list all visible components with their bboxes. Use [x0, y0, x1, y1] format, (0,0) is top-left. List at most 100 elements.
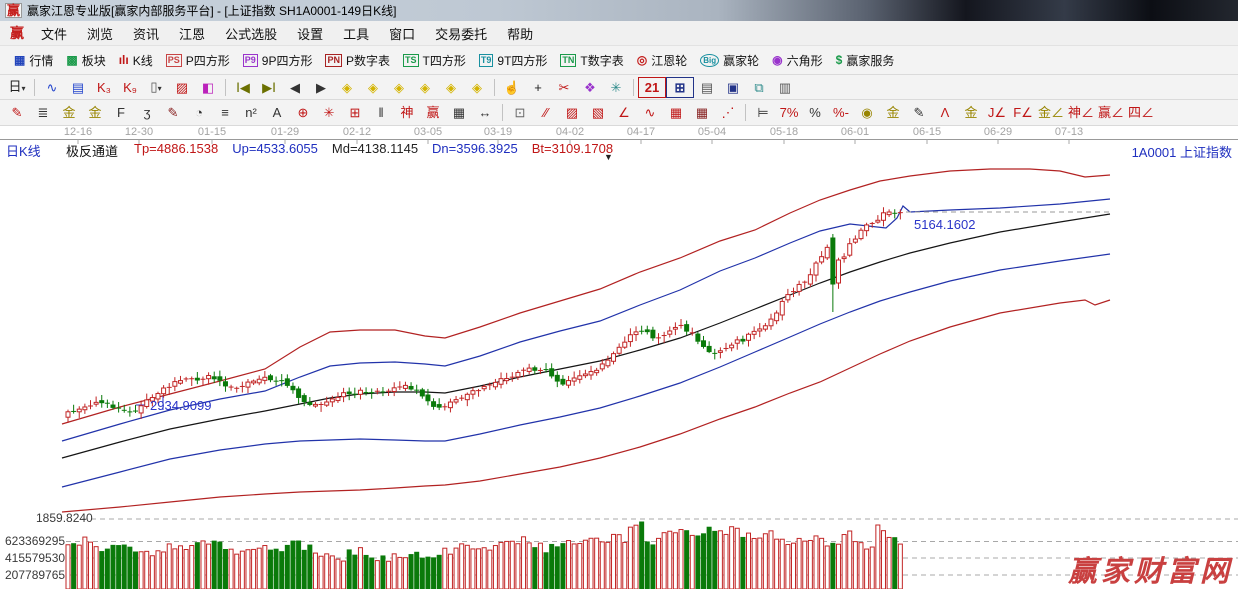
- candle-style-dropdown[interactable]: ▯▾: [143, 77, 169, 98]
- menu-news[interactable]: 资讯: [133, 26, 160, 42]
- grid-lines-tool[interactable]: ≡: [212, 103, 238, 122]
- drag-hand-button[interactable]: ☝: [499, 78, 525, 97]
- fan-lines-tool[interactable]: ∕∕: [533, 103, 559, 122]
- pattern-box-button[interactable]: ▨: [169, 78, 195, 97]
- cycle-clock-tool[interactable]: ◔: [186, 103, 212, 122]
- gann-expand-v-button[interactable]: ◈: [438, 78, 464, 97]
- prev-bar-button[interactable]: ◀: [282, 78, 308, 97]
- gold-circle-tool[interactable]: ◉: [854, 103, 880, 122]
- price-box-tool[interactable]: ▨: [559, 103, 585, 122]
- red-grid-tool[interactable]: ▦: [663, 103, 689, 122]
- angle-fan-tool[interactable]: ∠: [611, 103, 637, 122]
- gann-wheel-button[interactable]: ◎ 江恩轮: [631, 50, 694, 71]
- notes-button[interactable]: ▤: [694, 78, 720, 97]
- scroll-marker-icon[interactable]: ▼: [604, 152, 613, 162]
- winner-service-button[interactable]: $ 赢家服务: [830, 50, 901, 71]
- menu-file[interactable]: 文件: [41, 26, 68, 42]
- child-window-icon[interactable]: 赢: [10, 25, 24, 41]
- si-angle-tool[interactable]: 四∠: [1126, 103, 1156, 122]
- f10-info-button[interactable]: ▤: [65, 78, 91, 97]
- wave-tool[interactable]: ∿: [637, 103, 663, 122]
- shen-angle-tool[interactable]: 神∠: [1066, 103, 1096, 122]
- gann-hline-tool[interactable]: ≣: [30, 103, 56, 122]
- quotes-button[interactable]: ▦ 行情: [8, 50, 59, 71]
- print-button[interactable]: ▥: [772, 78, 798, 97]
- scale-tool[interactable]: ⊨: [750, 103, 776, 122]
- 9t-square-button[interactable]: T9 9T四方形: [473, 50, 554, 71]
- p-table-button[interactable]: PN P数字表: [319, 50, 396, 71]
- export-button[interactable]: ⧉: [746, 78, 772, 97]
- j-angle-tool[interactable]: J∠: [984, 103, 1010, 122]
- menu-help[interactable]: 帮助: [507, 26, 534, 42]
- gann-circle-tool[interactable]: ⊕: [290, 103, 316, 122]
- 9p-square-button[interactable]: P9 9P四方形: [237, 50, 319, 71]
- f-angle-tool[interactable]: F∠: [1010, 103, 1036, 122]
- gann-expand-h-button[interactable]: ◈: [386, 78, 412, 97]
- slope-rays-tool[interactable]: ⋰: [715, 103, 741, 122]
- n2-grid-tool[interactable]: n²: [238, 103, 264, 122]
- menu-formula-stockpick[interactable]: 公式选股: [225, 26, 278, 42]
- gann-square-purple-button[interactable]: ❖: [577, 78, 603, 97]
- gann-shrink-h-button[interactable]: ◈: [412, 78, 438, 97]
- kline-period-dropdown[interactable]: 日▾: [4, 77, 30, 98]
- calendar-button[interactable]: 21: [638, 76, 666, 98]
- t-square-button[interactable]: TS T四方形: [397, 50, 472, 71]
- hexagon-button[interactable]: ◉ 六角形: [766, 50, 829, 71]
- range-box-tool[interactable]: ⊡: [507, 103, 533, 122]
- gold-under-tool[interactable]: 金: [958, 103, 984, 122]
- calculator-button[interactable]: ⊞: [666, 76, 694, 98]
- pencil-tool[interactable]: ✎: [4, 103, 30, 122]
- kline-chart[interactable]: [0, 139, 1238, 589]
- menu-window[interactable]: 窗口: [389, 26, 416, 42]
- percent-tool[interactable]: %: [802, 103, 828, 122]
- save-button[interactable]: ▣: [720, 78, 746, 97]
- next-bar-button[interactable]: ▶: [308, 78, 334, 97]
- ruler-tool[interactable]: ▦: [446, 103, 472, 122]
- dark-grid-tool[interactable]: ▦: [689, 103, 715, 122]
- mirror-a-tool[interactable]: A: [264, 103, 290, 122]
- pencil2-tool[interactable]: ✎: [160, 103, 186, 122]
- shen-tool[interactable]: 神: [394, 103, 420, 122]
- k-count-tool[interactable]: ǁ: [368, 103, 394, 122]
- pen-mark-tool[interactable]: ✎: [906, 103, 932, 122]
- square-web-tool[interactable]: ⊞: [342, 103, 368, 122]
- winner-wheel-button[interactable]: Big 赢家轮: [694, 50, 765, 71]
- period-label[interactable]: 日K线: [6, 144, 41, 159]
- percent-down-tool[interactable]: 7%: [776, 103, 802, 122]
- ying-tool[interactable]: 赢: [420, 103, 446, 122]
- menu-trade[interactable]: 交易委托: [435, 26, 488, 42]
- wave-a-tool[interactable]: Ʌ: [932, 103, 958, 122]
- bars-3-button[interactable]: K₃: [91, 78, 117, 97]
- cut-data-button[interactable]: ✂: [551, 78, 577, 97]
- menu-gann[interactable]: 江恩: [179, 26, 206, 42]
- p-square-button[interactable]: PS P四方形: [160, 50, 236, 71]
- percent-line-tool[interactable]: %-: [828, 103, 854, 122]
- crosshair-button[interactable]: +: [525, 78, 551, 97]
- gold-line-tool[interactable]: 金: [880, 103, 906, 122]
- menu-settings[interactable]: 设置: [297, 26, 324, 42]
- t-table-button[interactable]: TN T数字表: [554, 50, 629, 71]
- first-bar-button[interactable]: Ⅰ◀: [230, 78, 256, 97]
- volume-profile-button[interactable]: ◧: [195, 78, 221, 97]
- menu-tools[interactable]: 工具: [343, 26, 370, 42]
- spiral-tool[interactable]: ʒ: [134, 103, 160, 122]
- gann-shrink-v-button[interactable]: ◈: [464, 78, 490, 97]
- fibo-f-tool[interactable]: F: [108, 103, 134, 122]
- gold-ratio2-tool[interactable]: 金: [82, 103, 108, 122]
- title-bar[interactable]: 赢 赢家江恩专业版[赢家内部服务平台] - [上证指数 SH1A0001-149…: [0, 0, 1238, 21]
- sectors-button[interactable]: ▩ 板块: [60, 50, 111, 71]
- channel-name-label[interactable]: 极反通道: [66, 144, 119, 159]
- ying-angle-tool[interactable]: 赢∠: [1096, 103, 1126, 122]
- bars-9-button[interactable]: K₉: [117, 78, 143, 97]
- trend-chart-button[interactable]: ∿: [39, 78, 65, 97]
- gann-square-teal-button[interactable]: ✳: [603, 78, 629, 97]
- kline-button[interactable]: ılı K线: [113, 50, 159, 71]
- gold-angle-tool[interactable]: 金∠: [1036, 103, 1066, 122]
- gold-ratio-tool[interactable]: 金: [56, 103, 82, 122]
- time-box-tool[interactable]: ▧: [585, 103, 611, 122]
- last-bar-button[interactable]: ▶Ⅰ: [256, 78, 282, 97]
- gann-shift-left-button[interactable]: ◈: [334, 78, 360, 97]
- spiderweb-tool[interactable]: ✳: [316, 103, 342, 122]
- gann-shift-right-button[interactable]: ◈: [360, 78, 386, 97]
- menu-browse[interactable]: 浏览: [87, 26, 114, 42]
